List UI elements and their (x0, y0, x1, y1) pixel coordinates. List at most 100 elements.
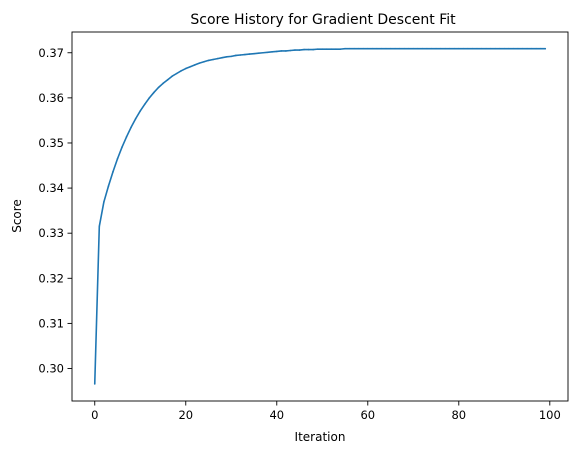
data-point (298, 49, 301, 51)
data-point (417, 47, 419, 50)
data-point (175, 72, 178, 75)
data-point (371, 47, 374, 50)
data-point (498, 47, 501, 50)
data-point (98, 225, 101, 228)
data-point (453, 47, 456, 50)
data-point (357, 47, 360, 50)
data-point (544, 47, 547, 50)
data-point (316, 48, 319, 50)
data-point (344, 47, 346, 50)
x-tick-label: 60 (360, 408, 375, 422)
data-point (144, 103, 146, 105)
y-tick-label: 0.37 (38, 46, 64, 60)
data-point (407, 47, 410, 50)
data-point (539, 47, 542, 50)
data-point (112, 171, 114, 173)
data-point (485, 47, 487, 50)
data-point (116, 157, 119, 160)
data-point (198, 62, 201, 64)
data-point (230, 55, 233, 58)
data-point (235, 54, 237, 57)
data-point (471, 47, 474, 50)
data-point (153, 91, 155, 94)
y-tick-label: 0.36 (38, 91, 64, 105)
data-point (326, 48, 328, 50)
data-point (380, 47, 383, 50)
data-point (312, 48, 314, 51)
data-point (503, 47, 506, 50)
y-axis-label: Score (10, 199, 24, 233)
x-tick-label: 0 (91, 408, 98, 422)
series-line (93, 47, 547, 385)
data-point (376, 47, 378, 50)
data-point (285, 50, 287, 52)
data-point (216, 57, 219, 60)
data-point (125, 135, 128, 138)
data-point (271, 51, 274, 53)
data-point (457, 47, 460, 50)
data-point (430, 47, 433, 50)
data-point (225, 56, 228, 58)
data-point (421, 47, 424, 50)
data-point (348, 47, 351, 50)
data-point (307, 48, 310, 51)
data-point (262, 51, 264, 54)
data-point (489, 47, 492, 50)
y-axis: 0.30 0.31 0.32 0.33 0.34 0.35 0.36 0.37 (38, 46, 72, 376)
y-tick-label: 0.31 (38, 316, 64, 330)
data-point (426, 47, 428, 50)
data-point (157, 86, 160, 89)
y-tick-label: 0.33 (38, 226, 64, 240)
x-tick-label: 100 (539, 408, 561, 422)
data-point (535, 47, 537, 50)
x-axis: 0 20 40 60 80 100 (91, 401, 561, 422)
data-point (194, 64, 196, 66)
y-tick-label: 0.34 (38, 181, 64, 195)
data-point (275, 50, 278, 53)
data-point (435, 47, 437, 50)
data-point (221, 56, 223, 59)
chart-title: Score History for Gradient Descent Fit (190, 12, 456, 28)
data-point (180, 69, 183, 72)
data-point (212, 58, 214, 61)
data-point (526, 47, 528, 50)
data-point (121, 146, 123, 148)
data-point (467, 47, 469, 50)
data-point (103, 201, 105, 203)
data-point (189, 65, 192, 68)
data-point (139, 110, 142, 112)
series-points (93, 47, 547, 385)
data-point (335, 48, 337, 50)
data-point (184, 67, 187, 70)
data-point (280, 50, 283, 52)
data-point (444, 47, 446, 50)
data-point (521, 47, 524, 50)
data-point (203, 60, 205, 63)
data-point (480, 47, 483, 50)
data-point (93, 383, 96, 385)
x-axis-label: Iteration (295, 430, 346, 444)
data-point (330, 48, 333, 50)
data-point (130, 126, 132, 128)
data-point (339, 48, 342, 50)
data-point (257, 52, 260, 54)
data-point (134, 117, 137, 120)
data-point (353, 47, 355, 50)
data-point (107, 185, 110, 188)
data-point (476, 47, 478, 50)
plot-frame (71, 31, 569, 402)
data-point (530, 47, 533, 50)
data-point (303, 48, 305, 51)
x-tick-label: 20 (178, 408, 193, 422)
x-tick-label: 40 (269, 408, 284, 422)
data-point (494, 47, 496, 50)
data-point (166, 79, 169, 81)
data-point (385, 47, 387, 50)
data-point (366, 47, 369, 50)
data-point (148, 97, 151, 99)
data-point (162, 82, 164, 85)
data-point (403, 47, 405, 50)
data-point (439, 47, 442, 50)
x-tick-label: 80 (451, 408, 466, 422)
